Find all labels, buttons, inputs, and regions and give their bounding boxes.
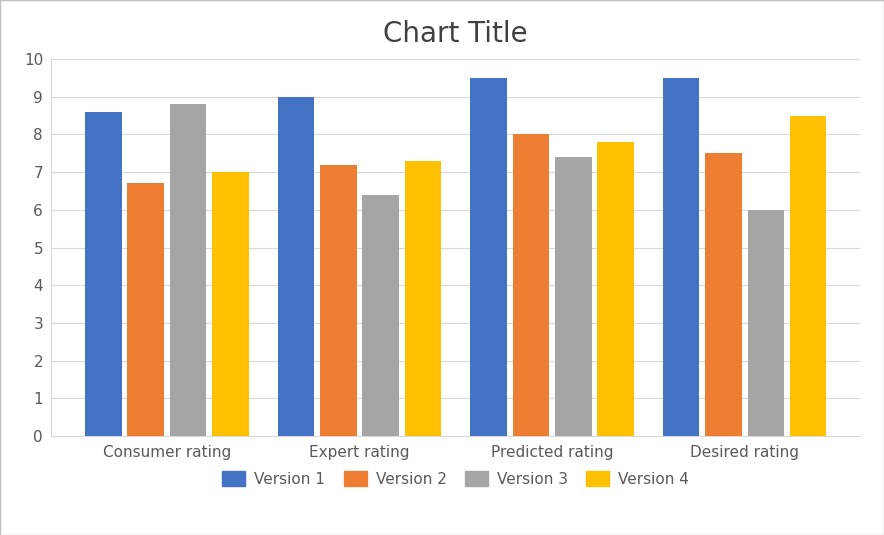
- Bar: [278, 97, 315, 436]
- Bar: [170, 104, 207, 436]
- Legend: Version 1, Version 2, Version 3, Version 4: Version 1, Version 2, Version 3, Version…: [217, 464, 696, 493]
- Bar: [555, 157, 591, 436]
- Bar: [748, 210, 784, 436]
- Bar: [663, 78, 699, 436]
- Bar: [790, 116, 827, 436]
- Title: Chart Title: Chart Title: [384, 20, 528, 48]
- Bar: [127, 184, 164, 436]
- Bar: [320, 165, 356, 436]
- Bar: [598, 142, 634, 436]
- Bar: [85, 112, 122, 436]
- Bar: [362, 195, 399, 436]
- Bar: [212, 172, 248, 436]
- Bar: [705, 154, 742, 436]
- Bar: [470, 78, 507, 436]
- Bar: [513, 134, 549, 436]
- Bar: [405, 161, 441, 436]
